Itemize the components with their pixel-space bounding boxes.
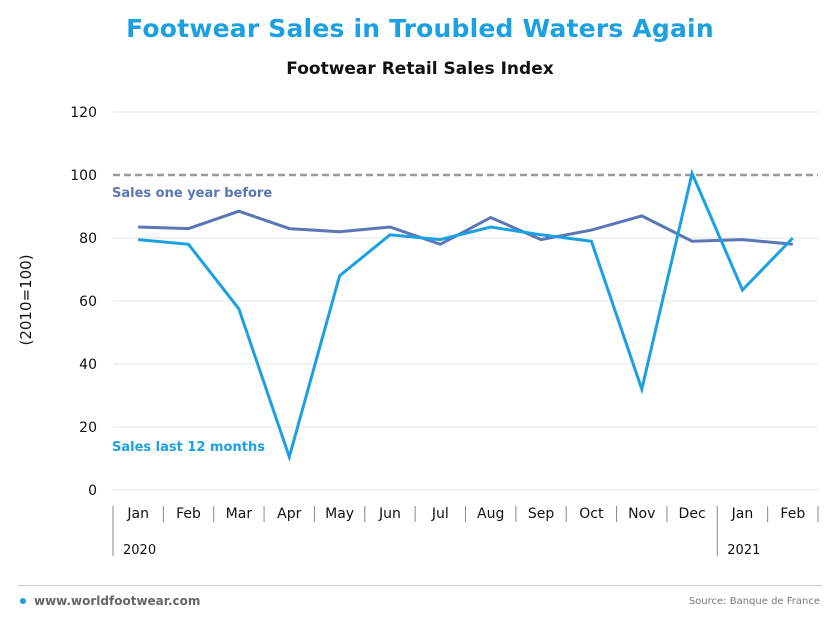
x-tick-label: Sep xyxy=(528,506,555,522)
gridlines xyxy=(113,111,818,491)
series-label-sales-last-12-months: Sales last 12 months xyxy=(112,440,265,455)
footer-source: Source: Banque de France xyxy=(688,596,820,607)
y-tick-label: 100 xyxy=(70,168,97,184)
x-axis: Jan Feb Mar Apr May Jun Jul Aug Sep Oct Nov Dec Jan F… xyxy=(112,506,819,558)
x-tick-label: Jun xyxy=(378,506,401,522)
x-tick-label: Jan xyxy=(731,506,754,522)
y-tick-label: 120 xyxy=(70,105,97,121)
x-tick-label: Feb xyxy=(780,506,805,522)
line-chart: 0 20 40 60 80 100 120 (2010=100) Jan Feb Mar Apr M… xyxy=(17,105,819,558)
series-line-sales-one-year-before xyxy=(138,209,793,246)
x-tick-label: Jan xyxy=(126,506,149,522)
footer-divider xyxy=(18,585,822,586)
y-tick-label: 40 xyxy=(79,357,97,373)
x-tick-label: Dec xyxy=(679,506,706,522)
bullet-dot-icon xyxy=(20,597,26,604)
x-tick-label: Aug xyxy=(477,506,504,522)
y-tick-label: 0 xyxy=(88,483,97,499)
year-label: 2021 xyxy=(727,543,760,558)
series-label-sales-one-year-before: Sales one year before xyxy=(112,186,272,201)
x-tick-label: Oct xyxy=(579,506,604,522)
x-tick-label: Nov xyxy=(628,506,655,522)
x-tick-label: Jul xyxy=(431,506,449,522)
y-axis-ticks: 0 20 40 60 80 100 120 xyxy=(70,105,97,499)
series-line-sales-last-12-months xyxy=(138,168,794,462)
y-tick-label: 20 xyxy=(79,420,97,436)
y-tick-label: 80 xyxy=(79,231,97,247)
y-tick-label: 60 xyxy=(79,294,97,310)
footer-website: www.worldfootwear.com xyxy=(20,594,200,608)
y-axis-label: (2010=100) xyxy=(17,254,35,345)
x-tick-label: Mar xyxy=(226,506,253,522)
x-tick-label: Apr xyxy=(277,506,301,522)
x-tick-label: May xyxy=(325,506,354,522)
year-label: 2020 xyxy=(123,543,156,558)
x-tick-label: Feb xyxy=(176,506,201,522)
chart-subtitle: Footwear Retail Sales Index xyxy=(286,59,554,79)
series-lines xyxy=(138,168,794,462)
website-text: www.worldfootwear.com xyxy=(34,594,201,608)
chart-title: Footwear Sales in Troubled Waters Again xyxy=(126,14,714,43)
